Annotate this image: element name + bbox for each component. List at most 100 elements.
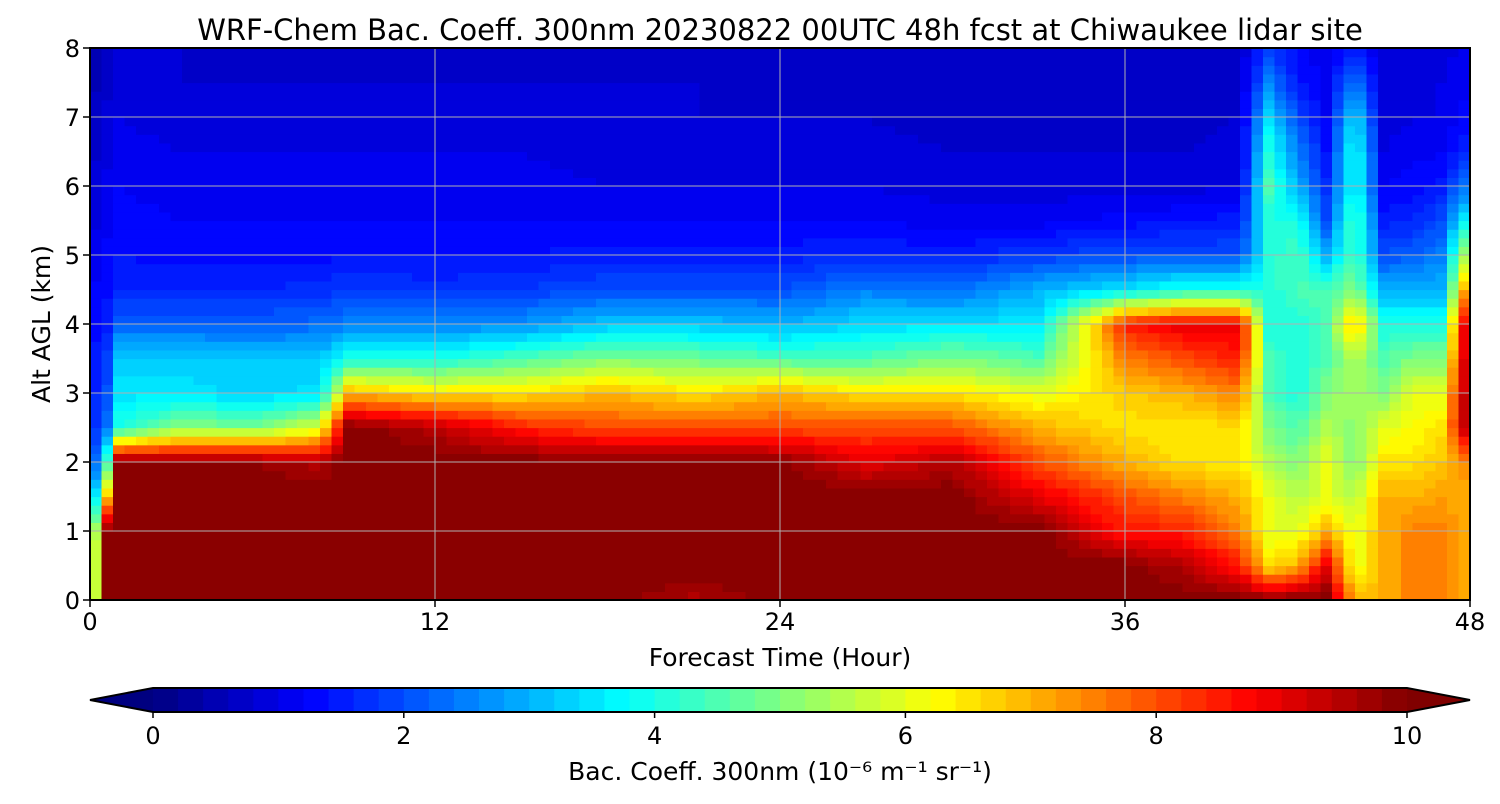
- heatmap-cell: [205, 160, 218, 170]
- heatmap-cell: [676, 142, 689, 153]
- heatmap-cell: [101, 565, 114, 575]
- heatmap-cell: [389, 591, 402, 601]
- heatmap-cell: [205, 582, 218, 592]
- heatmap-cell: [124, 513, 137, 523]
- heatmap-cell: [653, 505, 666, 515]
- heatmap-cell: [446, 522, 459, 532]
- heatmap-cell: [251, 315, 264, 325]
- heatmap-cell: [630, 280, 643, 291]
- heatmap-cell: [665, 194, 678, 204]
- heatmap-cell: [780, 505, 793, 515]
- heatmap-cell: [228, 91, 241, 101]
- heatmap-cell: [400, 410, 413, 420]
- heatmap-cell: [734, 479, 747, 489]
- heatmap-cell: [239, 531, 252, 541]
- heatmap-cell: [630, 410, 643, 420]
- heatmap-cell: [619, 444, 632, 454]
- heatmap-cell: [883, 548, 896, 558]
- heatmap-cell: [113, 341, 126, 351]
- heatmap-cell: [435, 306, 448, 316]
- heatmap-cell: [515, 306, 528, 316]
- heatmap-cell: [745, 56, 758, 66]
- heatmap-cell: [124, 117, 137, 127]
- heatmap-cell: [688, 556, 701, 567]
- heatmap-cell: [837, 56, 850, 66]
- heatmap-cell: [952, 539, 965, 549]
- heatmap-cell: [906, 591, 919, 601]
- heatmap-cell: [354, 160, 367, 170]
- heatmap-cell: [136, 315, 149, 325]
- heatmap-cell: [826, 56, 839, 66]
- heatmap-cell: [607, 289, 620, 299]
- heatmap-cell: [619, 341, 632, 351]
- heatmap-cell: [389, 255, 402, 265]
- heatmap-cell: [860, 531, 873, 541]
- heatmap-cell: [320, 324, 333, 334]
- heatmap-cell: [320, 384, 333, 394]
- heatmap-cell: [906, 108, 919, 118]
- heatmap-cell: [941, 220, 954, 230]
- heatmap-cell: [354, 298, 367, 308]
- heatmap-cell: [975, 117, 988, 127]
- heatmap-cell: [918, 289, 931, 299]
- heatmap-cell: [964, 462, 977, 472]
- heatmap-cell: [975, 582, 988, 592]
- heatmap-cell: [584, 306, 597, 316]
- heatmap-cell: [929, 168, 942, 178]
- heatmap-cell: [228, 591, 241, 601]
- heatmap-cell: [193, 99, 206, 109]
- heatmap-cell: [734, 56, 747, 66]
- heatmap-cell: [446, 436, 459, 446]
- heatmap-cell: [803, 582, 816, 592]
- heatmap-cell: [320, 48, 333, 58]
- heatmap-cell: [101, 436, 114, 446]
- heatmap-cell: [538, 151, 551, 161]
- heatmap-cell: [814, 186, 827, 196]
- heatmap-cell: [550, 410, 563, 420]
- heatmap-cell: [435, 401, 448, 411]
- heatmap-cell: [113, 367, 126, 377]
- heatmap-cell: [929, 315, 942, 325]
- heatmap-cell: [389, 574, 402, 584]
- heatmap-cell: [147, 91, 160, 101]
- heatmap-cell: [285, 142, 298, 153]
- heatmap-cell: [458, 134, 471, 144]
- heatmap-cell: [297, 341, 310, 351]
- heatmap-cell: [446, 280, 459, 291]
- heatmap-cell: [573, 229, 586, 239]
- heatmap-cell: [860, 220, 873, 230]
- heatmap-cell: [389, 479, 402, 489]
- heatmap-cell: [320, 108, 333, 118]
- heatmap-cell: [458, 505, 471, 515]
- heatmap-cell: [400, 151, 413, 161]
- heatmap-cell: [676, 289, 689, 299]
- heatmap-cell: [895, 272, 908, 282]
- heatmap-cell: [653, 48, 666, 58]
- heatmap-cell: [849, 479, 862, 489]
- heatmap-cell: [400, 108, 413, 118]
- heatmap-cell: [550, 427, 563, 437]
- heatmap-cell: [492, 375, 505, 385]
- heatmap-cell: [113, 306, 126, 316]
- heatmap-cell: [308, 444, 321, 454]
- heatmap-cell: [274, 367, 287, 377]
- heatmap-cell: [527, 203, 540, 213]
- heatmap-cell: [630, 186, 643, 196]
- heatmap-cell: [285, 513, 298, 523]
- heatmap-cell: [101, 367, 114, 377]
- heatmap-cell: [492, 418, 505, 429]
- heatmap-cell: [929, 582, 942, 592]
- heatmap-cell: [757, 444, 770, 454]
- heatmap-cell: [274, 56, 287, 66]
- heatmap-cell: [297, 462, 310, 472]
- heatmap-cell: [504, 556, 517, 567]
- heatmap-cell: [320, 82, 333, 92]
- heatmap-cell: [136, 556, 149, 567]
- heatmap-cell: [975, 444, 988, 454]
- heatmap-cell: [170, 56, 183, 66]
- heatmap-cell: [492, 194, 505, 204]
- heatmap-cell: [711, 237, 724, 247]
- heatmap-cell: [216, 410, 229, 420]
- heatmap-cell: [619, 582, 632, 592]
- heatmap-cell: [538, 315, 551, 325]
